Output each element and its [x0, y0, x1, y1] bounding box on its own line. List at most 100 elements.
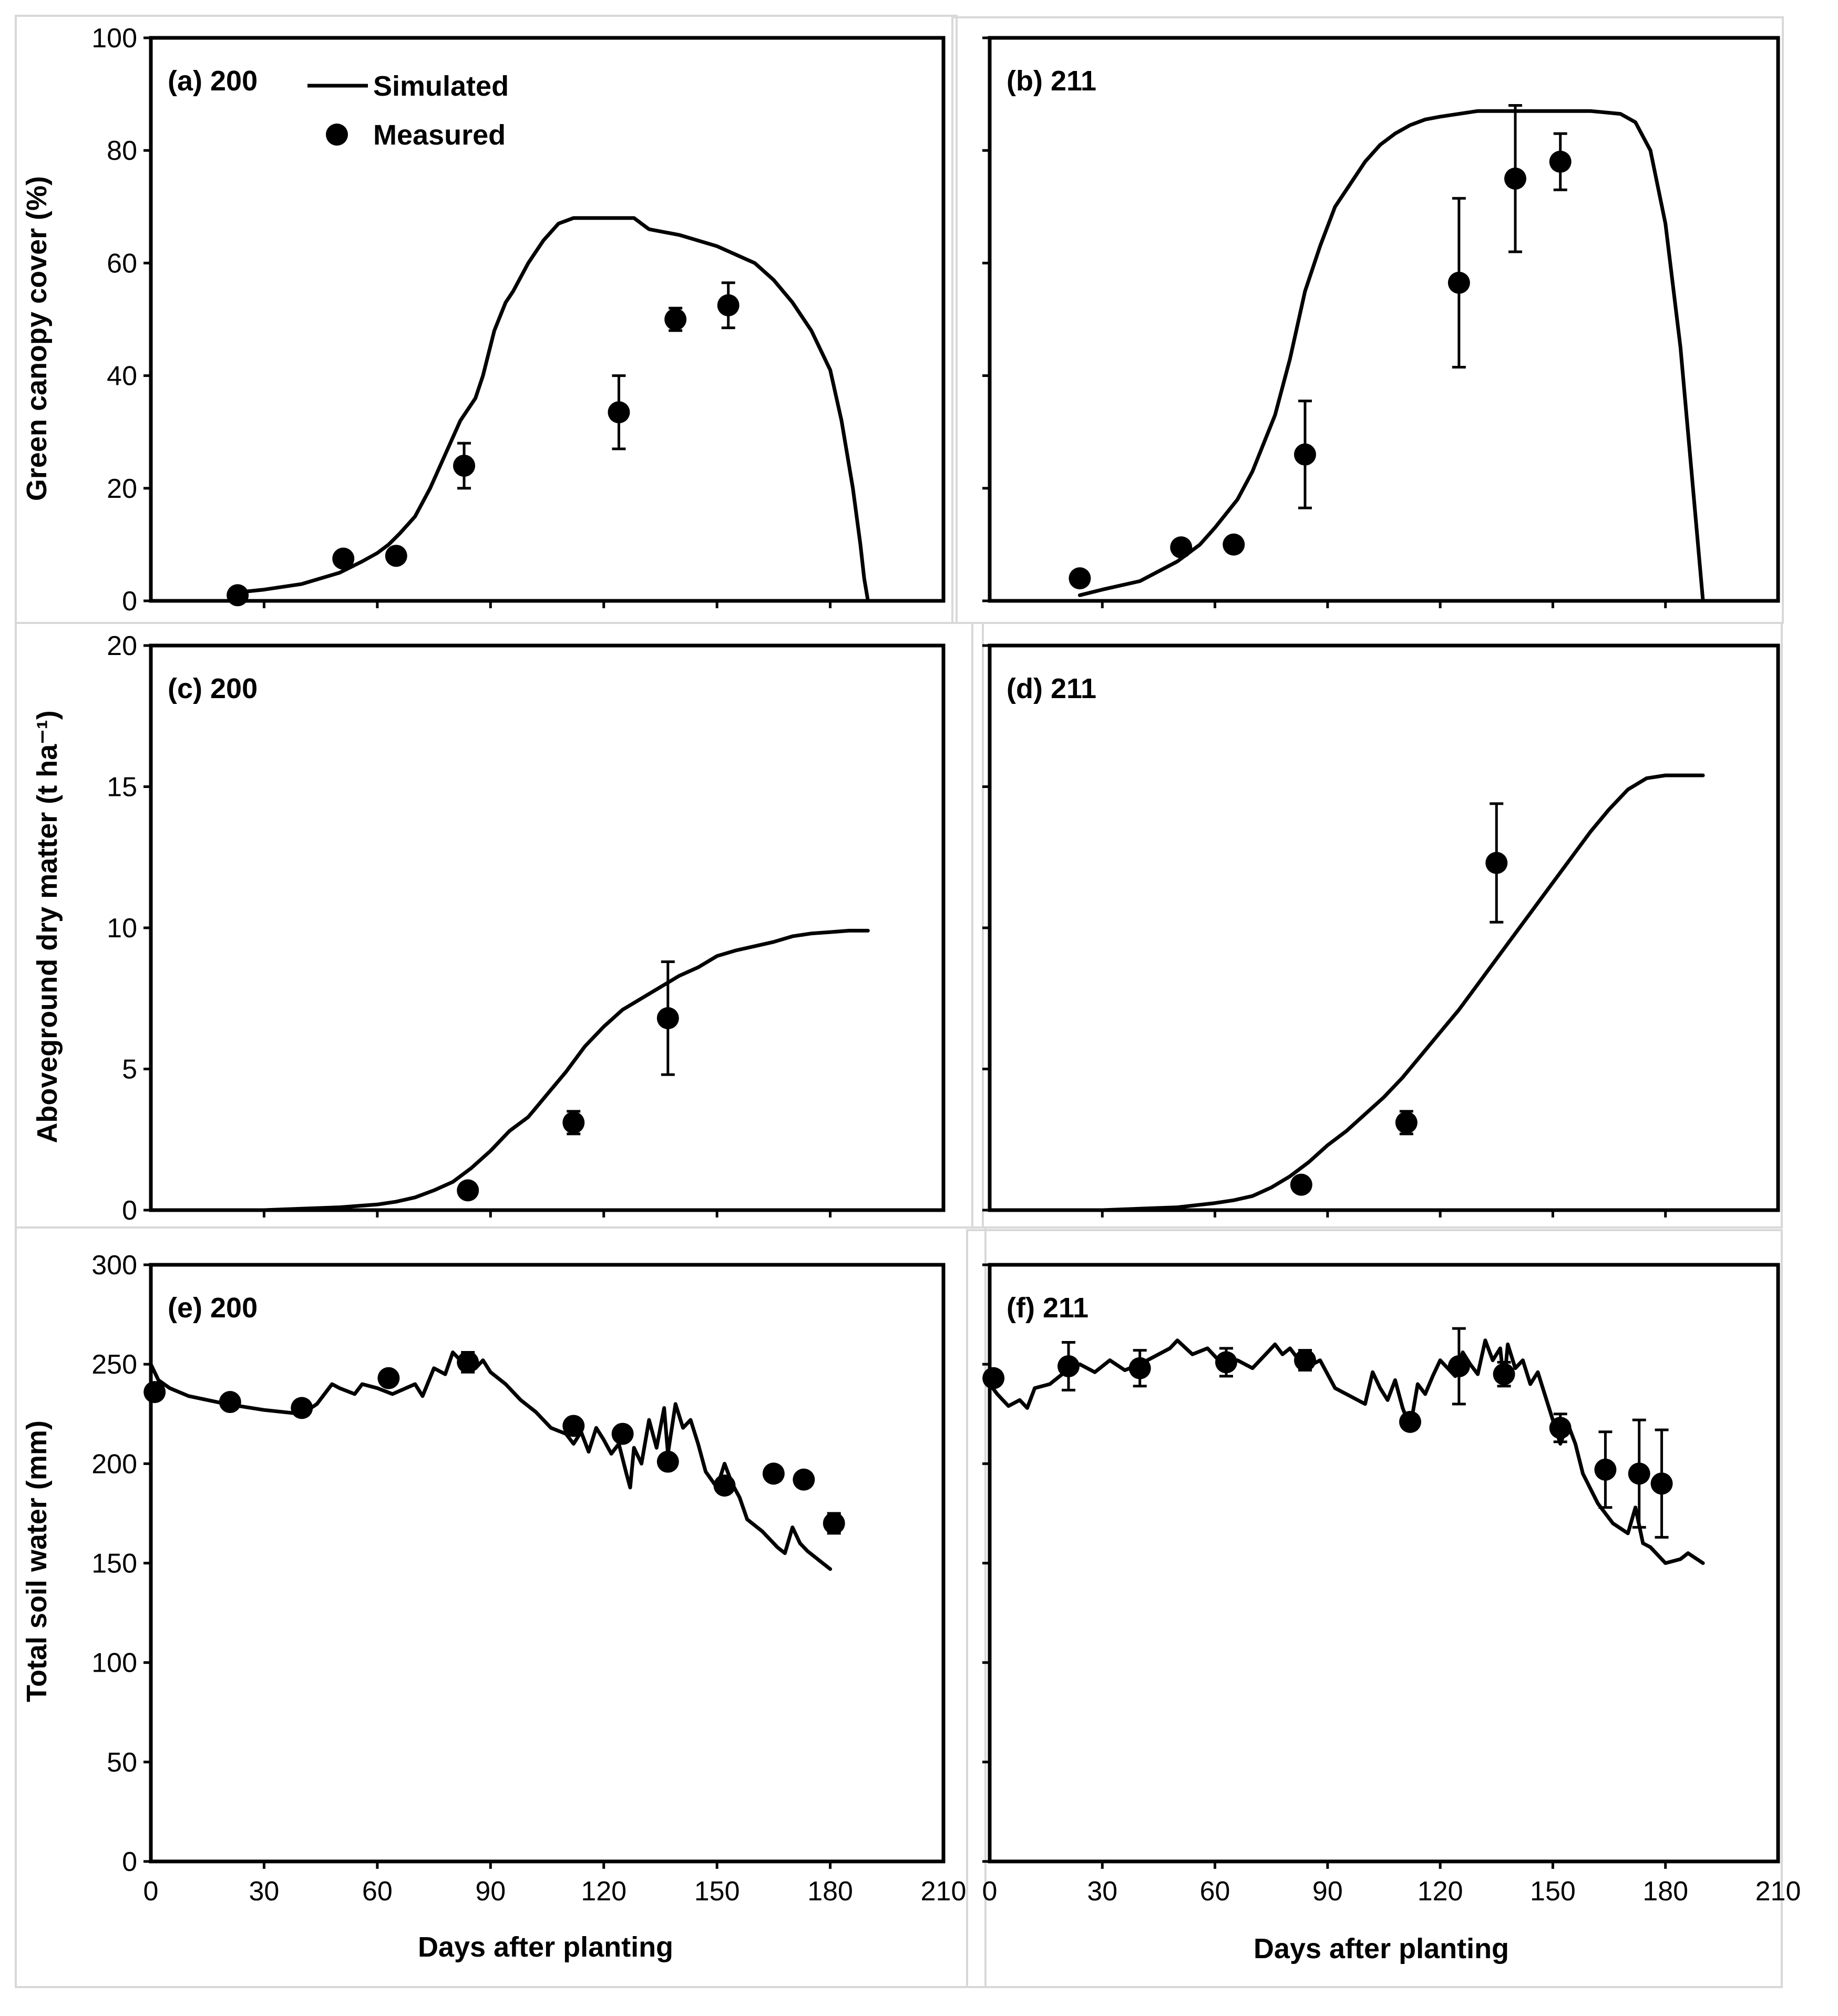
x-tick-label-e: 60	[362, 1876, 393, 1907]
x-tick-label-f: 0	[982, 1876, 998, 1907]
measured-point-e	[377, 1367, 400, 1389]
measured-point-b	[1170, 536, 1193, 559]
panel-label-c: (c) 200	[168, 673, 258, 704]
measured-point-d	[1485, 852, 1508, 874]
legend-measured-marker	[326, 124, 348, 146]
measured-point-b	[1549, 150, 1572, 173]
plot-area-f	[988, 1263, 1780, 1864]
x-tick-label-f: 210	[1755, 1876, 1801, 1907]
y-tick-label-c: 10	[107, 913, 137, 944]
y-tick-label-c: 15	[107, 772, 137, 803]
y-axis-title-e: Total soil water (mm)	[21, 1420, 53, 1702]
measured-point-e	[611, 1423, 634, 1445]
measured-point-b	[1504, 167, 1526, 190]
simulated-line-b	[1077, 109, 1705, 603]
measured-point-e	[656, 1450, 679, 1473]
measured-point-d	[1395, 1111, 1418, 1134]
x-tick-label-f: 150	[1530, 1876, 1576, 1907]
measured-point-a	[608, 401, 630, 424]
legend: Simulated Measured	[307, 70, 509, 151]
y-tick-label-e: 200	[91, 1449, 137, 1479]
simulated-line-f	[988, 1338, 1705, 1565]
simulated-line-d	[1100, 773, 1705, 1212]
plot-area-a	[149, 36, 946, 603]
legend-simulated-label: Simulated	[373, 70, 509, 102]
measured-point-e	[457, 1351, 479, 1374]
measured-point-a	[664, 308, 687, 331]
y-tick-label-e: 150	[91, 1549, 137, 1579]
chart-d: (d) 211	[982, 643, 1780, 1217]
measured-point-a	[385, 545, 407, 567]
measured-point-a	[227, 584, 249, 607]
legend-measured-label: Measured	[373, 119, 506, 151]
measured-point-b	[1294, 443, 1316, 466]
chart-e: 0 50 100 150 200 250 300 0 30 60 90 120 150 180 210 (e)…	[91, 1250, 966, 1907]
x-axis-title-f: Days after planting	[1254, 1933, 1509, 1964]
measured-point-f	[1594, 1458, 1617, 1481]
measured-point-f	[1650, 1472, 1673, 1495]
panel-label-e: (e) 200	[168, 1292, 258, 1324]
measured-point-b	[1223, 533, 1245, 556]
chart-b: (b) 211	[982, 36, 1780, 608]
measured-point-f	[1628, 1462, 1650, 1485]
measured-point-f	[1294, 1349, 1316, 1372]
measured-point-a	[332, 547, 355, 570]
y-tick-label-c: 0	[122, 1195, 137, 1226]
measured-point-e	[562, 1415, 585, 1437]
measured-point-e	[713, 1474, 736, 1497]
y-axis-title-c: Aboveground dry matter (t ha⁻¹)	[32, 710, 63, 1143]
plot-area-b	[988, 36, 1780, 603]
measured-point-f	[1399, 1410, 1421, 1433]
plot-area-d	[988, 643, 1780, 1212]
x-tick-label-e: 30	[249, 1876, 280, 1907]
measured-point-c	[656, 1007, 679, 1029]
panels: 0 20 40 60 80 100 (a) 200 (b) 211 0 5 10 15 20 (c) 20…	[91, 23, 1801, 1907]
y-tick-label-a: 20	[107, 474, 137, 504]
y-tick-label-e: 300	[91, 1250, 137, 1281]
measured-point-f	[1128, 1357, 1151, 1379]
x-tick-label-f: 180	[1642, 1876, 1688, 1907]
measured-point-e	[762, 1462, 785, 1485]
panel-label-d: (d) 211	[1007, 673, 1096, 704]
measured-point-f	[1447, 1355, 1470, 1377]
chart-c: 0 5 10 15 20 (c) 200	[107, 631, 946, 1226]
x-tick-label-f: 60	[1200, 1876, 1230, 1907]
y-tick-label-c: 5	[122, 1055, 137, 1085]
x-tick-label-e: 120	[581, 1876, 627, 1907]
x-tick-label-e: 210	[921, 1876, 967, 1907]
chart-a: 0 20 40 60 80 100 (a) 200	[91, 23, 946, 617]
panel-label-a: (a) 200	[168, 65, 258, 97]
panel-label-f: (f) 211	[1007, 1292, 1089, 1324]
x-tick-label-e: 0	[143, 1876, 159, 1907]
y-tick-label-e: 0	[122, 1847, 137, 1877]
simulated-line-a	[235, 216, 870, 603]
y-tick-label-e: 250	[91, 1349, 137, 1380]
measured-point-f	[1057, 1355, 1080, 1377]
y-tick-label-c: 20	[107, 631, 137, 661]
measured-point-f	[1493, 1363, 1515, 1386]
panel-frames	[15, 15, 1784, 1988]
measured-point-f	[1215, 1351, 1237, 1374]
panel-label-b: (b) 211	[1007, 65, 1096, 97]
x-tick-label-e: 150	[694, 1876, 740, 1907]
measured-point-e	[793, 1468, 815, 1491]
simulated-line-c	[262, 928, 870, 1212]
measured-point-a	[717, 294, 740, 316]
y-tick-label-a: 0	[122, 586, 137, 617]
measured-point-b	[1447, 271, 1470, 294]
y-tick-label-e: 100	[91, 1648, 137, 1679]
x-tick-label-e: 180	[807, 1876, 853, 1907]
measured-point-e	[291, 1397, 313, 1419]
x-tick-label-f: 90	[1312, 1876, 1343, 1907]
y-tick-label-e: 50	[107, 1747, 137, 1778]
measured-point-f	[982, 1367, 1005, 1389]
simulated-line-e	[149, 1350, 833, 1571]
measured-point-e	[143, 1381, 166, 1404]
measured-point-f	[1549, 1417, 1572, 1439]
x-tick-label-f: 120	[1418, 1876, 1463, 1907]
measured-point-a	[453, 454, 476, 477]
measured-point-c	[562, 1111, 585, 1134]
measured-point-e	[219, 1391, 241, 1414]
measured-point-d	[1290, 1173, 1312, 1196]
